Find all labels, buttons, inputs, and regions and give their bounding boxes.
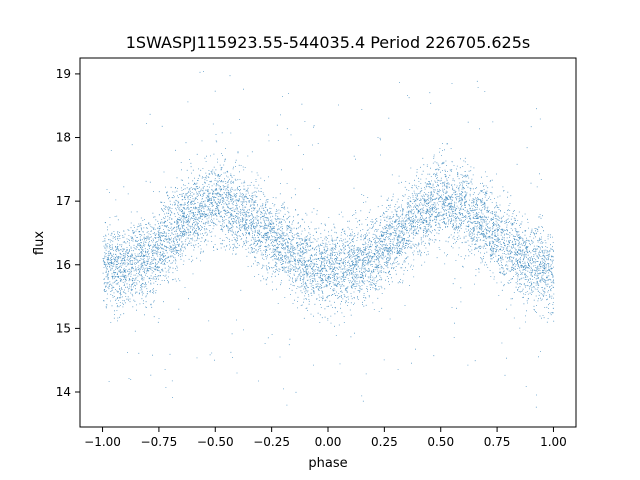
x-tick-label: −0.75 bbox=[141, 435, 178, 449]
x-tick-label: 1.00 bbox=[540, 435, 567, 449]
x-tick-label: −0.25 bbox=[253, 435, 290, 449]
x-axis-label: phase bbox=[308, 456, 347, 471]
y-tick-label: 18 bbox=[56, 131, 71, 145]
y-axis-label: flux bbox=[32, 231, 47, 255]
data-points bbox=[102, 71, 555, 408]
x-tick-label: 0.50 bbox=[427, 435, 454, 449]
scatter-points bbox=[102, 71, 555, 408]
y-tick-label: 14 bbox=[56, 385, 71, 399]
y-tick-label: 19 bbox=[56, 67, 71, 81]
x-tick-label: −0.50 bbox=[197, 435, 234, 449]
x-tick-label: 0.75 bbox=[484, 435, 511, 449]
chart-title: 1SWASPJ115923.55-544035.4 Period 226705.… bbox=[126, 33, 531, 52]
y-tick-label: 17 bbox=[56, 194, 71, 208]
y-axis: 14 15 16 17 18 19 bbox=[56, 67, 80, 399]
y-tick-label: 15 bbox=[56, 321, 71, 335]
x-axis: −1.00 −0.75 −0.50 −0.25 0.00 0.25 0.50 0.75 1.00 bbox=[84, 427, 567, 449]
y-tick-label: 16 bbox=[56, 258, 71, 272]
x-tick-label: 0.00 bbox=[315, 435, 342, 449]
x-tick-label: 0.25 bbox=[371, 435, 398, 449]
x-tick-label: −1.00 bbox=[84, 435, 121, 449]
